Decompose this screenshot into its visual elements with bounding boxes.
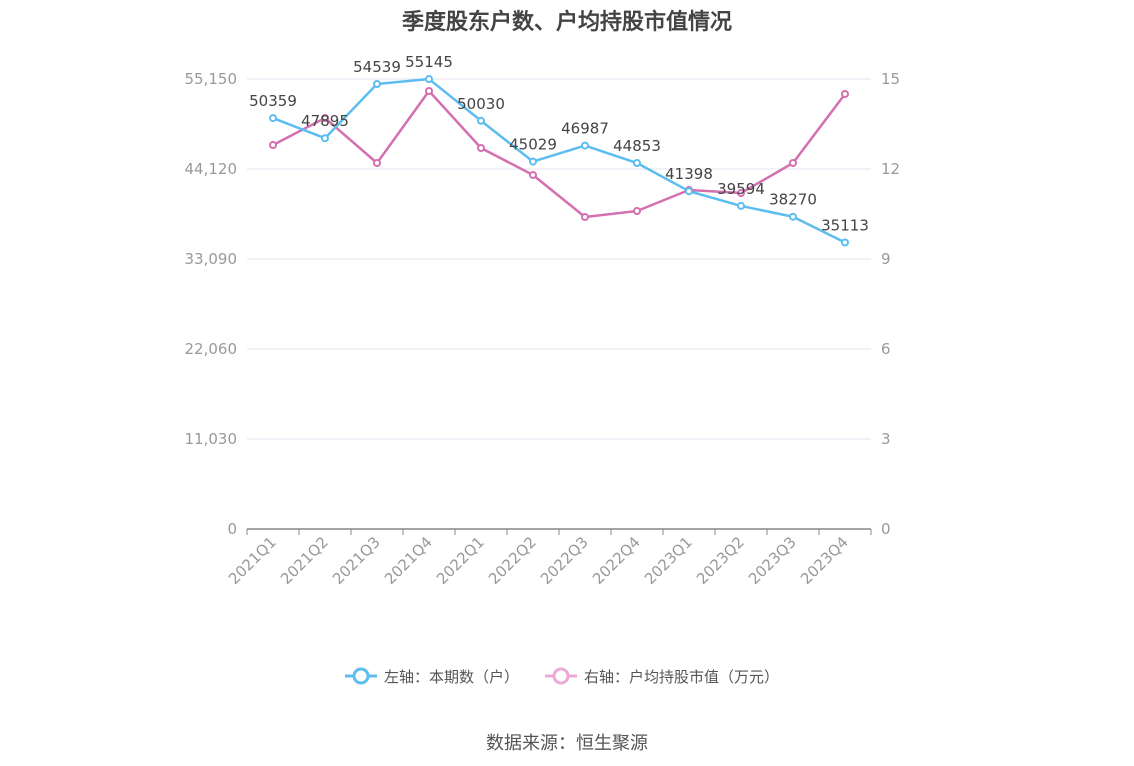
y-left-tick-label: 33,090: [185, 250, 238, 268]
legend-label-left-series: 左轴：本期数（户）: [384, 667, 520, 686]
point-right-series: [529, 171, 537, 179]
point-left-series: [425, 75, 433, 84]
data-label-left-series: 44853: [613, 137, 661, 155]
point-right-series: [841, 90, 849, 98]
legend-item-left-series[interactable]: 左轴：本期数（户）: [344, 664, 519, 688]
y-right-tick-label: 15: [881, 70, 900, 88]
point-right-series: [269, 141, 277, 149]
x-tick-label: 2021Q2: [277, 533, 332, 588]
x-tick-label: 2022Q4: [589, 533, 644, 588]
point-left-series: [373, 79, 381, 88]
data-label-left-series: 45029: [509, 136, 557, 154]
legend-line-circle-icon: [345, 667, 377, 685]
x-tick-label: 2021Q3: [329, 533, 384, 588]
point-right-series: [425, 87, 433, 95]
point-left-series: [633, 159, 641, 168]
x-tick-label: 2023Q2: [693, 533, 748, 588]
grid-lines: [247, 78, 871, 440]
point-left-series: [269, 114, 277, 123]
x-tick-label: 2023Q1: [641, 533, 696, 588]
data-label-left-series: 35113: [821, 216, 869, 234]
data-label-left-series: 50030: [457, 95, 505, 113]
point-right-series: [321, 114, 329, 122]
data-label-left-series: 54539: [353, 58, 401, 76]
point-left-series: [789, 212, 797, 221]
point-right-series: [737, 189, 745, 197]
point-left-series: [321, 134, 329, 143]
y-left-tick-label: 11,030: [185, 430, 238, 448]
source-note: 数据来源：恒生聚源: [486, 733, 648, 754]
x-tick-label: 2021Q1: [225, 533, 280, 588]
x-tick-label: 2023Q3: [745, 533, 800, 588]
y-right-tick-label: 0: [881, 520, 891, 538]
y-left-tick-label: 0: [227, 520, 237, 538]
point-left-series: [841, 238, 849, 247]
legend-item-right-series[interactable]: 右轴：户均持股市值（万元）: [544, 664, 779, 688]
data-label-left-series: 41398: [665, 165, 713, 183]
x-tick-label: 2023Q4: [797, 533, 852, 588]
point-left-series: [737, 201, 745, 210]
y-right-tick-label: 3: [881, 430, 891, 448]
y-left-tick-label: 44,120: [185, 160, 238, 178]
legend-line-circle-icon: [545, 667, 577, 685]
point-left-series: [581, 141, 589, 150]
data-label-left-series: 50359: [249, 92, 297, 110]
data-label-left-series: 55145: [405, 53, 453, 71]
y-left-tick-label: 55,150: [185, 70, 238, 88]
x-tick-label: 2021Q4: [381, 533, 436, 588]
series-line-left: [272, 77, 846, 244]
y-right-tick-label: 6: [881, 340, 891, 358]
y-right-tick-label: 9: [881, 250, 891, 268]
legend-label-right-series: 右轴：户均持股市值（万元）: [584, 667, 780, 686]
x-tick-label: 2022Q1: [433, 533, 488, 588]
point-left-series: [529, 157, 537, 166]
data-label-left-series: 38270: [769, 191, 817, 209]
point-right-series: [789, 159, 797, 167]
data-label-left-series: 47895: [301, 112, 349, 130]
chart-title: 季度股东户数、户均持股市值情况: [401, 10, 732, 35]
x-tick-label: 2022Q3: [537, 533, 592, 588]
x-tick-label: 2022Q2: [485, 533, 540, 588]
y-left-tick-label: 22,060: [185, 340, 238, 358]
series-line-right: [272, 89, 846, 219]
y-right-tick-label: 12: [881, 160, 900, 178]
point-right-series: [633, 207, 641, 215]
point-right-series: [581, 213, 589, 221]
data-label-left-series: 39594: [717, 180, 765, 198]
data-label-left-series: 46987: [561, 120, 609, 138]
point-left-series: [685, 187, 693, 196]
point-right-series: [373, 159, 381, 167]
point-left-series: [477, 116, 485, 125]
point-right-series: [477, 144, 485, 152]
series-lines: [269, 75, 849, 247]
